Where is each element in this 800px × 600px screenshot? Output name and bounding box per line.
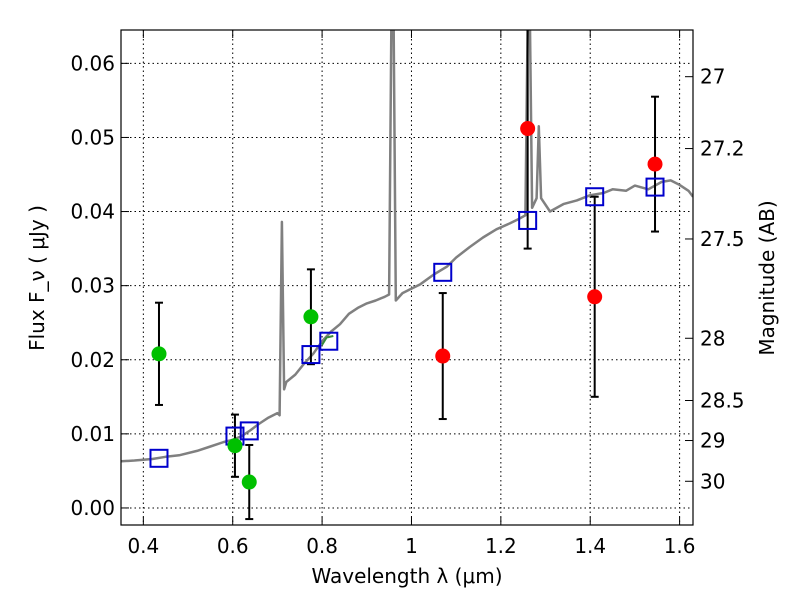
y-axis-right-label: Magnitude (AB) xyxy=(755,200,779,355)
y-tick-label: 0.03 xyxy=(70,274,115,298)
x-tick-label: 1.4 xyxy=(574,534,606,558)
x-tick-label: 1 xyxy=(405,534,418,558)
x-tick-label: 1.6 xyxy=(664,534,696,558)
y-axis-label: Flux F_ν ( μJy ) xyxy=(25,205,49,351)
x-axis-label: Wavelength λ (μm) xyxy=(311,564,502,588)
green-data-point xyxy=(151,346,166,361)
right-tick-label: 28.5 xyxy=(700,389,745,413)
green-data-point xyxy=(303,309,318,324)
y-axis-label-group: Flux F_ν ( μJy ) xyxy=(25,205,49,351)
green-data-point xyxy=(227,438,242,453)
x-tick-label: 0.6 xyxy=(217,534,249,558)
red-data-point xyxy=(648,157,663,172)
y-tick-label: 0.06 xyxy=(70,51,115,75)
green-data-point xyxy=(242,475,257,490)
y-tick-label: 0.01 xyxy=(70,422,115,446)
y-tick-label: 0.00 xyxy=(70,496,115,520)
right-tick-label: 27.5 xyxy=(700,227,745,251)
red-data-point xyxy=(520,121,535,136)
x-tick-label: 0.4 xyxy=(127,534,159,558)
sed-chart: 0.4 0.6 0.8 1 1.2 1.4 1.6 0.00 0.01 0.02 0.03 0.04 0… xyxy=(0,0,800,600)
y-tick-label: 0.04 xyxy=(70,200,115,224)
right-tick-label: 30 xyxy=(700,469,725,493)
y-axis-right-label-group: Magnitude (AB) xyxy=(755,200,779,355)
right-tick-label: 27.2 xyxy=(700,137,745,161)
right-tick-label: 29 xyxy=(700,429,725,453)
y-tick-label: 0.02 xyxy=(70,348,115,372)
x-tick-label: 1.2 xyxy=(485,534,517,558)
red-data-point xyxy=(587,289,602,304)
right-tick-label: 27 xyxy=(700,65,725,89)
right-tick-label: 28 xyxy=(700,326,725,350)
x-tick-label: 0.8 xyxy=(306,534,338,558)
red-data-point xyxy=(435,349,450,364)
y-tick-label: 0.05 xyxy=(70,125,115,149)
